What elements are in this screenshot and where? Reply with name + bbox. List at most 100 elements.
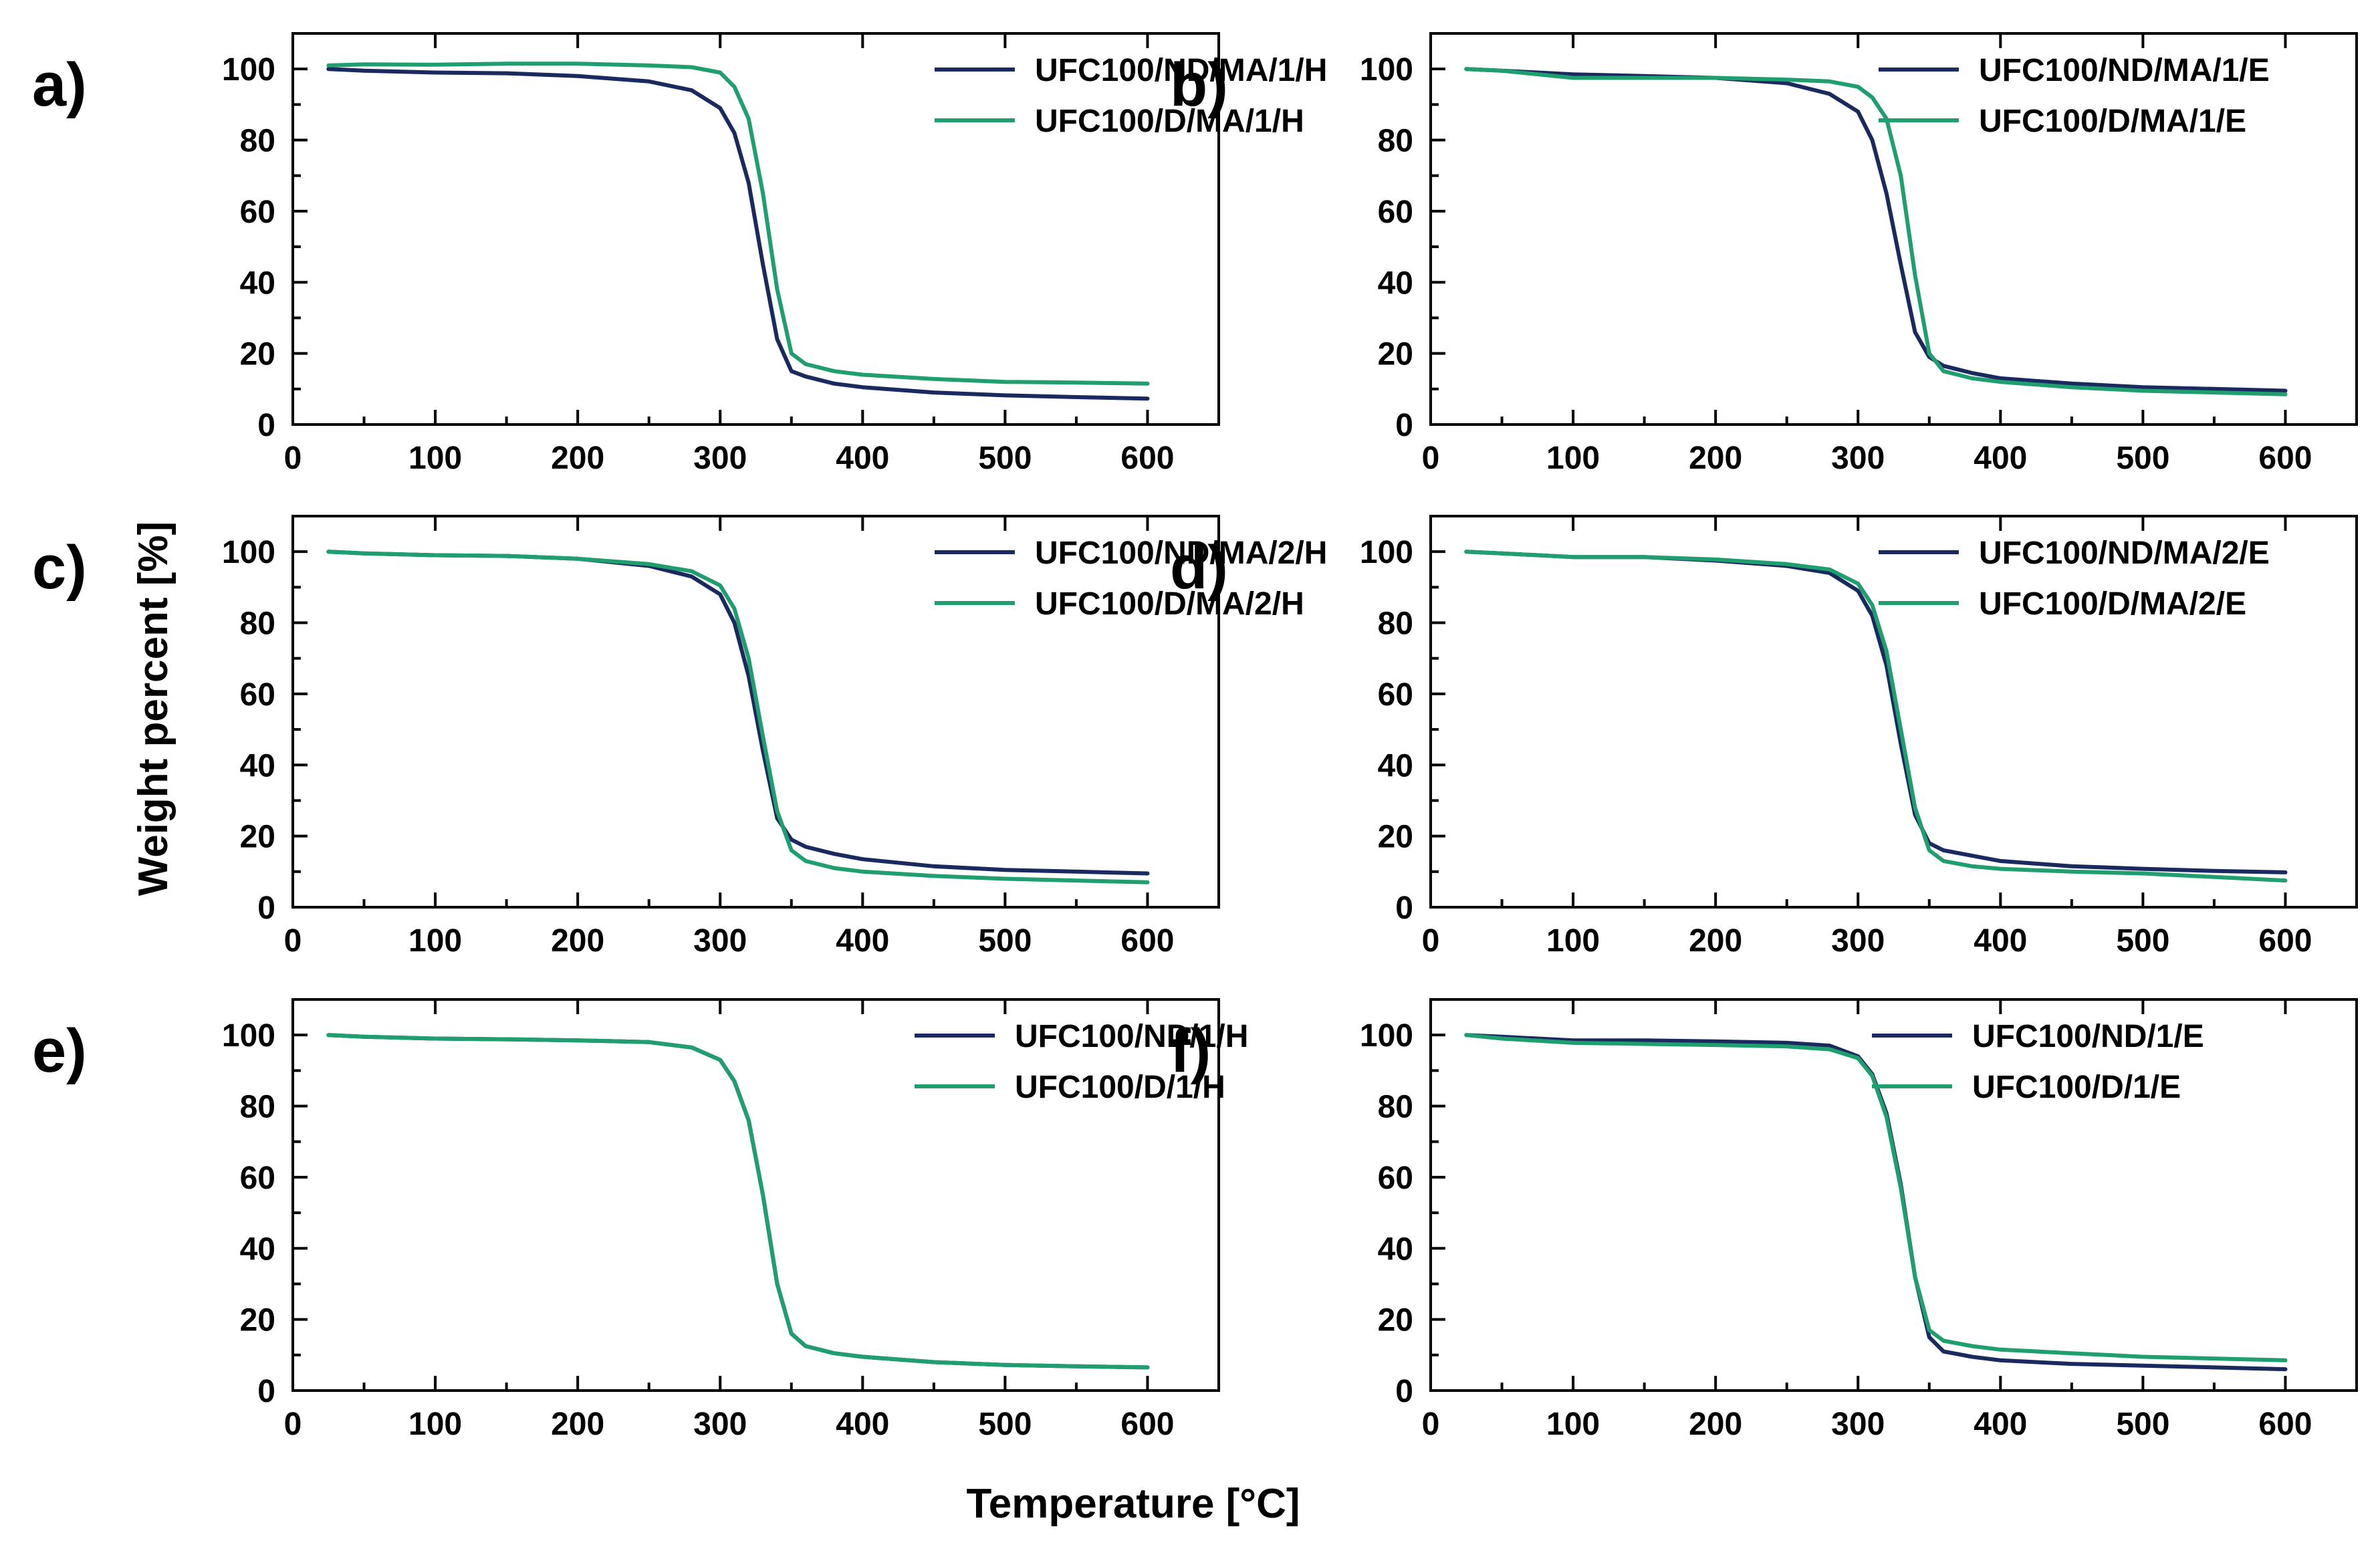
x-axis-title: Temperature [°C] — [966, 1481, 1300, 1527]
panel-label: a) — [32, 51, 87, 119]
legend-label: UFC100/D/MA/2/H — [1035, 586, 1304, 622]
y-tick-label: 20 — [1378, 820, 1413, 855]
x-tick-label: 500 — [2116, 1407, 2169, 1442]
x-tick-label: 600 — [1120, 1407, 1174, 1442]
x-tick-label: 500 — [978, 923, 1032, 959]
x-tick-label: 600 — [2258, 923, 2312, 959]
x-tick-label: 600 — [1120, 441, 1174, 476]
y-tick-label: 40 — [240, 265, 275, 301]
panel-label: d) — [1170, 533, 1228, 602]
legend-label: UFC100/ND/MA/1/E — [1979, 53, 2270, 88]
y-tick-label: 60 — [1378, 195, 1413, 230]
x-tick-label: 500 — [978, 441, 1032, 476]
y-tick-label: 0 — [1395, 1374, 1413, 1409]
x-tick-label: 600 — [2258, 441, 2312, 476]
series-line-nd — [326, 550, 1150, 876]
panel-label: c) — [32, 533, 87, 602]
x-tick-label: 400 — [836, 441, 889, 476]
series-line-d — [326, 550, 1150, 884]
y-tick-label: 40 — [240, 1231, 275, 1267]
y-tick-label: 20 — [240, 820, 275, 855]
x-tick-label: 100 — [408, 441, 462, 476]
x-tick-label: 400 — [836, 923, 889, 959]
y-tick-label: 80 — [1378, 606, 1413, 642]
y-tick-label: 100 — [222, 1018, 275, 1054]
y-tick-label: 80 — [1378, 124, 1413, 159]
y-tick-label: 80 — [1378, 1090, 1413, 1125]
x-tick-label: 300 — [693, 923, 747, 959]
x-tick-label: 200 — [1689, 1407, 1742, 1442]
y-tick-label: 20 — [1378, 1303, 1413, 1338]
x-tick-label: 0 — [284, 1407, 302, 1442]
panel-label: e) — [32, 1017, 87, 1085]
series-line-d — [326, 1033, 1150, 1370]
y-tick-label: 20 — [1378, 337, 1413, 372]
y-tick-label: 0 — [257, 408, 275, 443]
panel-label: f) — [1170, 1017, 1211, 1085]
x-tick-label: 300 — [693, 1407, 747, 1442]
legend-label: UFC100/D/MA/1/H — [1035, 104, 1304, 139]
legend-label: UFC100/ND/MA/2/H — [1035, 535, 1327, 571]
legend-label: UFC100/ND/1/H — [1015, 1019, 1248, 1054]
y-tick-label: 0 — [257, 1374, 275, 1409]
x-tick-label: 300 — [1831, 441, 1885, 476]
legend-label: UFC100/ND/MA/1/H — [1035, 53, 1327, 88]
legend-label: UFC100/D/1/E — [1972, 1070, 2181, 1105]
series-line-d — [1464, 67, 2288, 396]
y-tick-label: 60 — [240, 195, 275, 230]
series-line-d — [1464, 1033, 2288, 1362]
y-tick-label: 100 — [1360, 52, 1413, 88]
plot-frame — [291, 515, 1220, 909]
panel-b: b) 0 100 200 300 400 500 600 0 20 40 60 80 100 UFC100/… — [1170, 32, 2358, 476]
x-tick-label: 200 — [551, 923, 604, 959]
y-tick-label: 80 — [240, 124, 275, 159]
series-line-nd — [326, 67, 1150, 401]
panel-label: b) — [1170, 51, 1228, 119]
legend-label: UFC100/D/1/H — [1015, 1070, 1225, 1105]
y-tick-label: 40 — [1378, 265, 1413, 301]
x-tick-label: 0 — [1422, 441, 1440, 476]
y-tick-label: 20 — [240, 337, 275, 372]
x-tick-label: 100 — [1546, 1407, 1600, 1442]
x-tick-label: 0 — [1422, 1407, 1440, 1442]
x-tick-label: 100 — [408, 1407, 462, 1442]
x-tick-label: 200 — [551, 1407, 604, 1442]
x-tick-label: 500 — [2116, 923, 2169, 959]
y-tick-label: 0 — [257, 890, 275, 926]
legend-label: UFC100/D/MA/1/E — [1979, 104, 2246, 139]
y-tick-label: 60 — [240, 1161, 275, 1196]
plot-frame — [291, 998, 1220, 1392]
x-tick-label: 200 — [1689, 441, 1742, 476]
y-tick-label: 100 — [222, 535, 275, 570]
panel-f: f) 0 100 200 300 400 500 600 0 20 40 60 80 100 UFC100/… — [1170, 998, 2358, 1442]
y-tick-label: 60 — [1378, 1161, 1413, 1196]
y-tick-label: 40 — [1378, 1231, 1413, 1267]
y-tick-label: 40 — [1378, 748, 1413, 784]
y-tick-label: 100 — [1360, 1018, 1413, 1054]
legend-label: UFC100/D/MA/2/E — [1979, 586, 2246, 622]
legend-label: UFC100/ND/1/E — [1972, 1019, 2204, 1054]
x-tick-label: 300 — [1831, 1407, 1885, 1442]
y-axis-title: Weight percent [%] — [130, 521, 176, 896]
x-tick-label: 600 — [1120, 923, 1174, 959]
plot-frame — [1429, 998, 2358, 1392]
x-tick-label: 200 — [1689, 923, 1742, 959]
x-tick-label: 0 — [284, 441, 302, 476]
panel-c: c) 0 100 200 300 400 500 600 0 20 40 60 80 100 UFC100/… — [32, 515, 1327, 959]
x-tick-label: 400 — [1974, 441, 2027, 476]
x-tick-label: 100 — [1546, 923, 1600, 959]
x-tick-label: 300 — [1831, 923, 1885, 959]
plot-frame — [1429, 32, 2358, 426]
series-line-d — [1464, 550, 2288, 883]
y-tick-label: 40 — [240, 748, 275, 784]
plot-frame — [291, 32, 1220, 426]
y-tick-label: 100 — [222, 52, 275, 88]
legend-label: UFC100/ND/MA/2/E — [1979, 535, 2270, 571]
y-tick-label: 0 — [1395, 408, 1413, 443]
x-tick-label: 200 — [551, 441, 604, 476]
panel-e: e) 0 100 200 300 400 500 600 0 20 40 60 80 100 UFC100/… — [32, 998, 1248, 1442]
y-tick-label: 80 — [240, 606, 275, 642]
y-tick-label: 20 — [240, 1303, 275, 1338]
x-tick-label: 400 — [1974, 1407, 2027, 1442]
